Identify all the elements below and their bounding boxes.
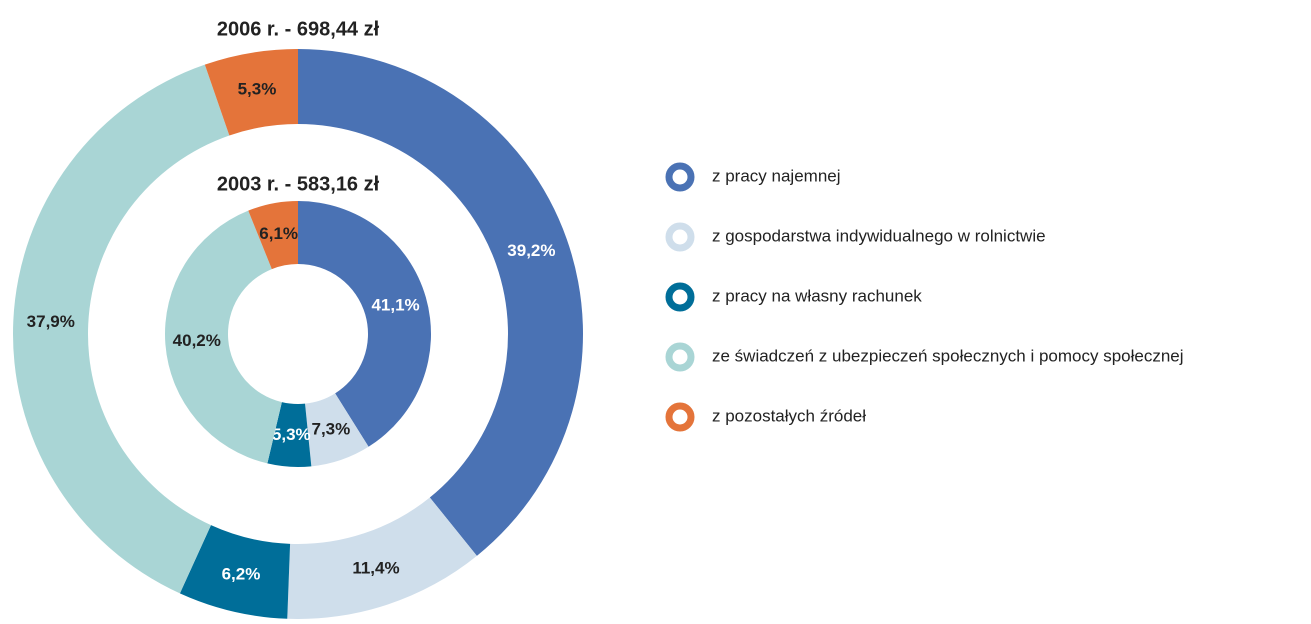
donut-segment (248, 201, 298, 270)
donut-segment (267, 402, 312, 467)
data-label: 41,1% (371, 295, 419, 314)
donut-segment (298, 49, 583, 556)
legend-marker (665, 222, 695, 252)
data-label: 6,1% (259, 224, 298, 243)
donut-segment (165, 210, 282, 464)
data-label: 5,3% (272, 425, 311, 444)
legend-marker (665, 282, 695, 312)
legend-marker (665, 342, 695, 372)
legend-label: z pozostałych źródeł (712, 406, 866, 425)
data-label: 5,3% (238, 79, 277, 98)
donut-segment (179, 525, 291, 619)
legend-label: z pracy najemnej (712, 166, 841, 185)
donut-segment (204, 49, 298, 136)
data-label: 39,2% (507, 241, 555, 260)
legend-label: z gospodarstwa indywidualnego w rolnictw… (712, 226, 1046, 245)
ring-title: 2006 r. - 698,44 zł (217, 18, 380, 40)
data-label: 40,2% (173, 331, 221, 350)
donut-segment (298, 201, 431, 447)
donut-segment (12, 64, 230, 594)
data-label: 11,4% (352, 558, 399, 577)
data-label: 6,2% (222, 564, 261, 583)
donut-segment (305, 393, 369, 467)
data-label: 37,9% (27, 312, 75, 331)
legend-label: ze świadczeń z ubezpieczeń społecznych i… (712, 346, 1184, 365)
ring-title: 2003 r. - 583,16 zł (217, 173, 380, 195)
legend-marker (665, 402, 695, 432)
donut-segment (287, 497, 477, 619)
data-label: 7,3% (312, 420, 351, 439)
legend-label: z pracy na własny rachunek (712, 286, 922, 305)
legend-marker (665, 162, 695, 192)
